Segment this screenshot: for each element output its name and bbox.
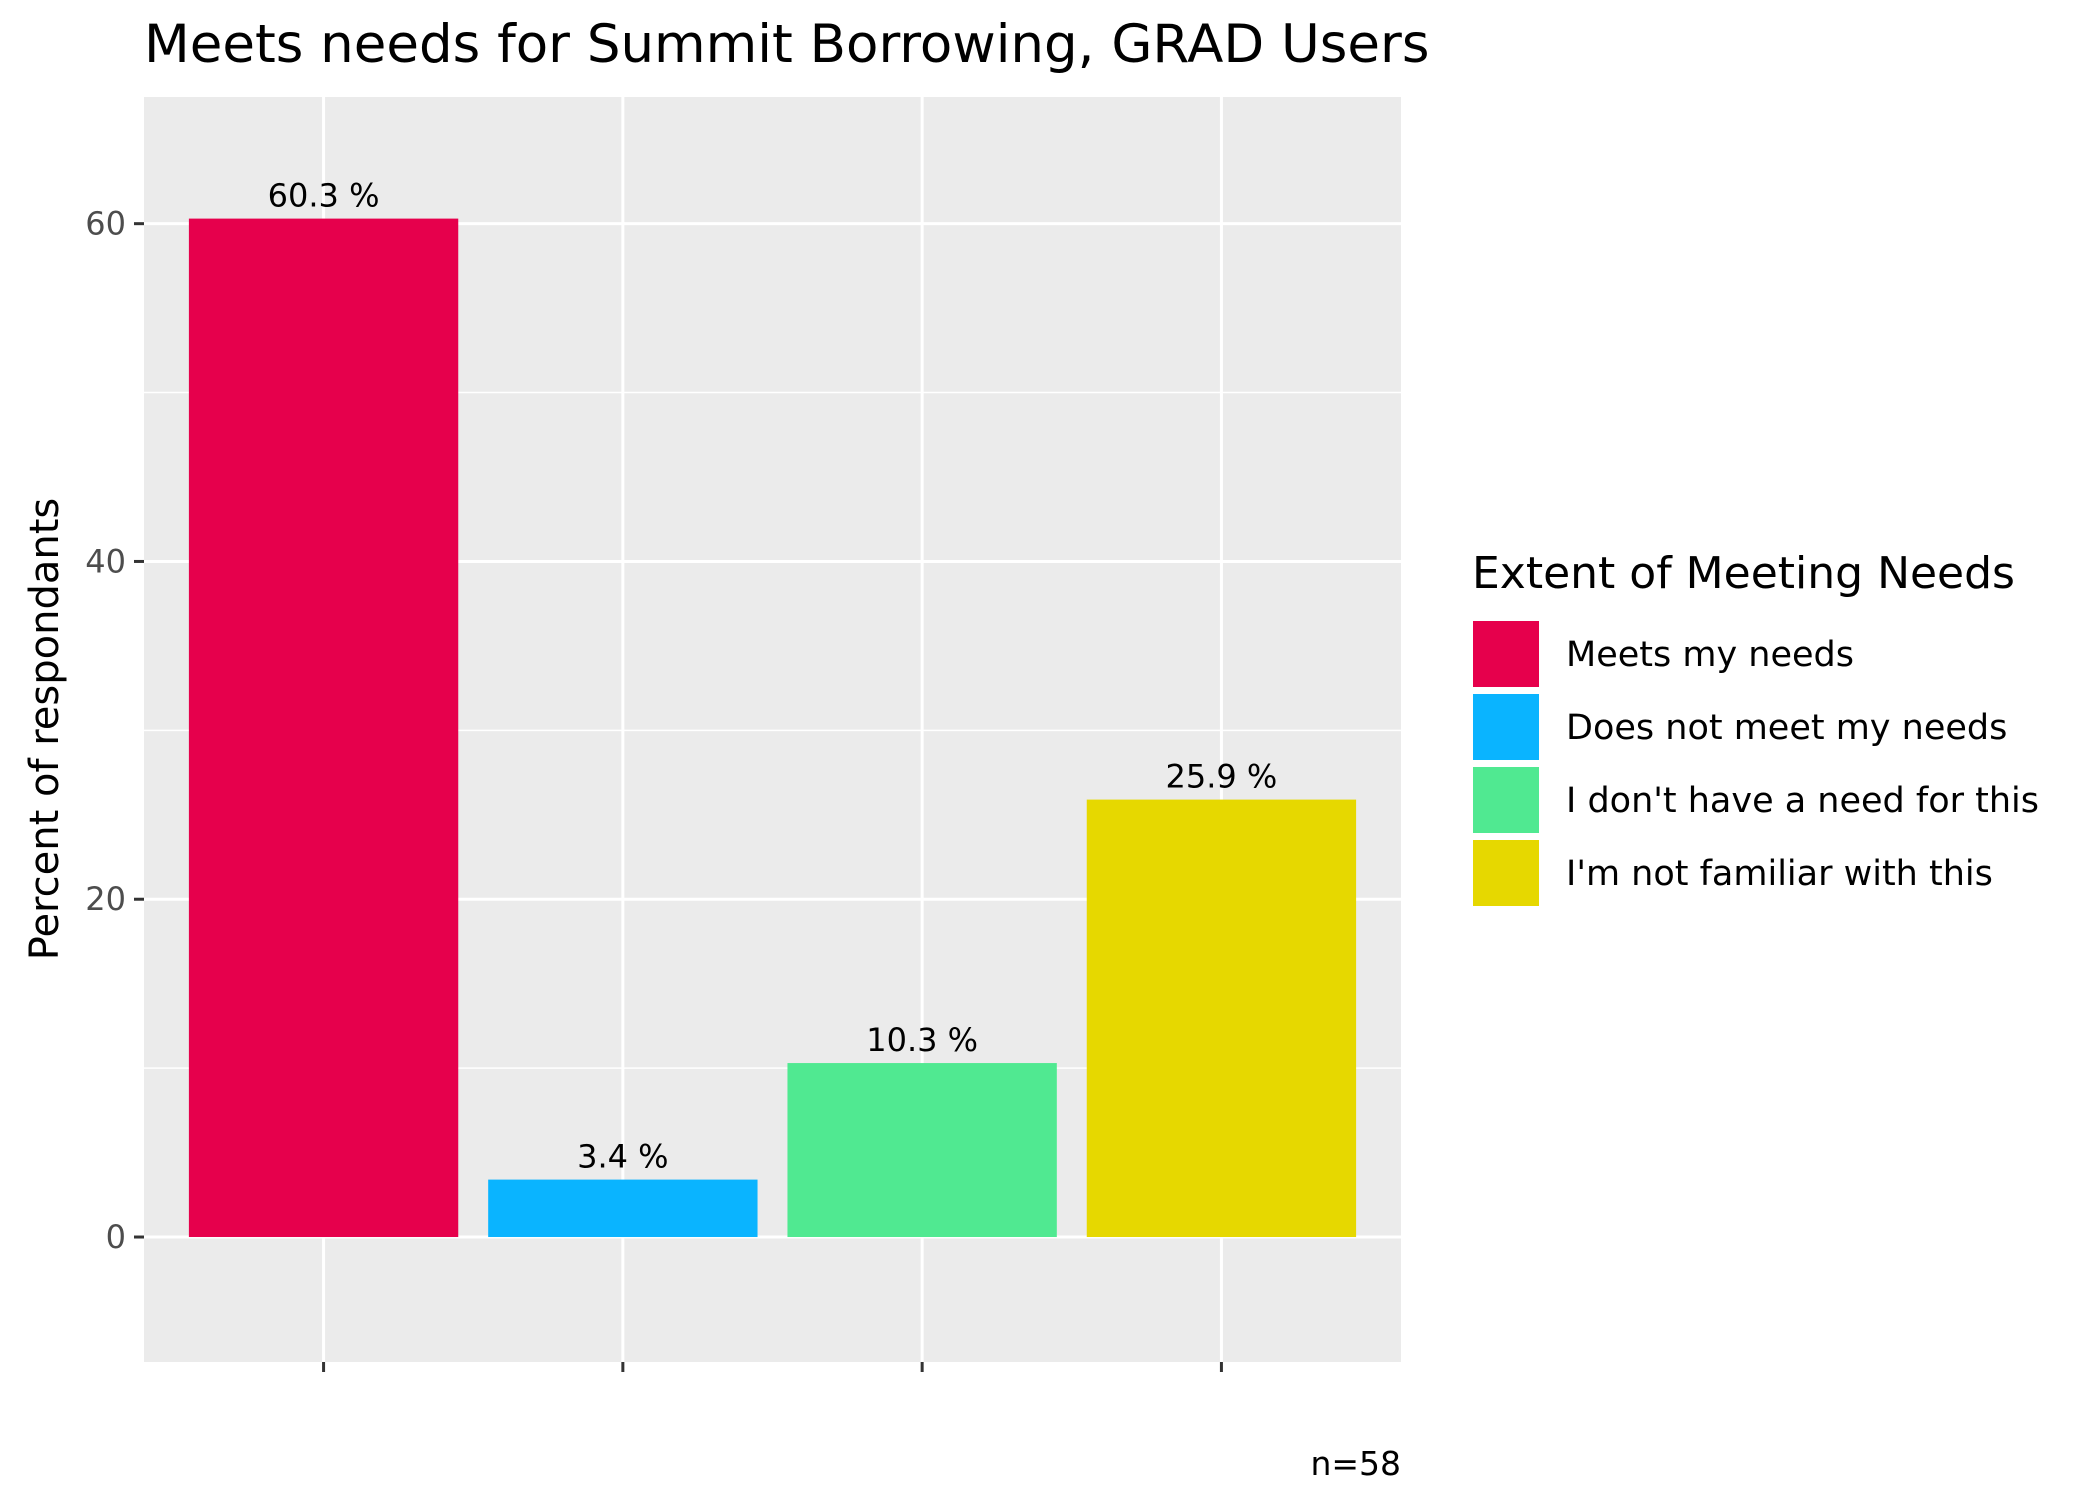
data-label-meets-my-needs: 60.3 % xyxy=(268,177,380,215)
data-label-does-not-meet-my-needs: 3.4 % xyxy=(577,1138,668,1176)
legend-label-i-don-t-have-a-need-for-this: I don't have a need for this xyxy=(1566,781,2039,821)
chart-title: Meets needs for Summit Borrowing, GRAD U… xyxy=(144,14,1429,75)
legend: Meets my needs Does not meet my needs I do… xyxy=(1471,619,2039,908)
sample-size-caption: n=58 xyxy=(1310,1444,1401,1483)
data-label-i-m-not-familiar-with-this: 25.9 % xyxy=(1166,758,1278,796)
legend-key-meets-my-needs xyxy=(1471,619,1541,689)
y-tick-label: 0 xyxy=(106,1218,126,1256)
y-axis-title: Percent of respondants xyxy=(22,498,68,961)
legend-key-does-not-meet-my-needs xyxy=(1471,692,1541,762)
bar-i-don-t-have-a-need-for-this xyxy=(787,1063,1057,1238)
bar-labels-group: 60.3 % 3.4 % 10.3 % 25.9 % xyxy=(268,177,1278,1176)
y-tick-label: 60 xyxy=(85,205,126,243)
data-label-i-don-t-have-a-need-for-this: 10.3 % xyxy=(866,1021,978,1059)
bars-group xyxy=(188,218,1357,1238)
bar-does-not-meet-my-needs xyxy=(488,1179,758,1238)
y-tick-label: 40 xyxy=(85,542,126,580)
legend-title: Extent of Meeting Needs xyxy=(1472,548,2015,599)
bar-meets-my-needs xyxy=(188,218,459,1238)
legend-label-does-not-meet-my-needs: Does not meet my needs xyxy=(1566,708,2007,748)
bar-i-m-not-familiar-with-this xyxy=(1086,799,1357,1238)
legend-key-i-m-not-familiar-with-this xyxy=(1471,838,1541,908)
y-tick-label: 20 xyxy=(85,880,126,918)
legend-label-i-m-not-familiar-with-this: I'm not familiar with this xyxy=(1566,854,1993,894)
legend-key-i-don-t-have-a-need-for-this xyxy=(1471,765,1541,835)
y-axis: 0 20 40 60 xyxy=(85,205,144,1256)
legend-label-meets-my-needs: Meets my needs xyxy=(1566,635,1854,675)
x-axis xyxy=(322,1362,1223,1372)
